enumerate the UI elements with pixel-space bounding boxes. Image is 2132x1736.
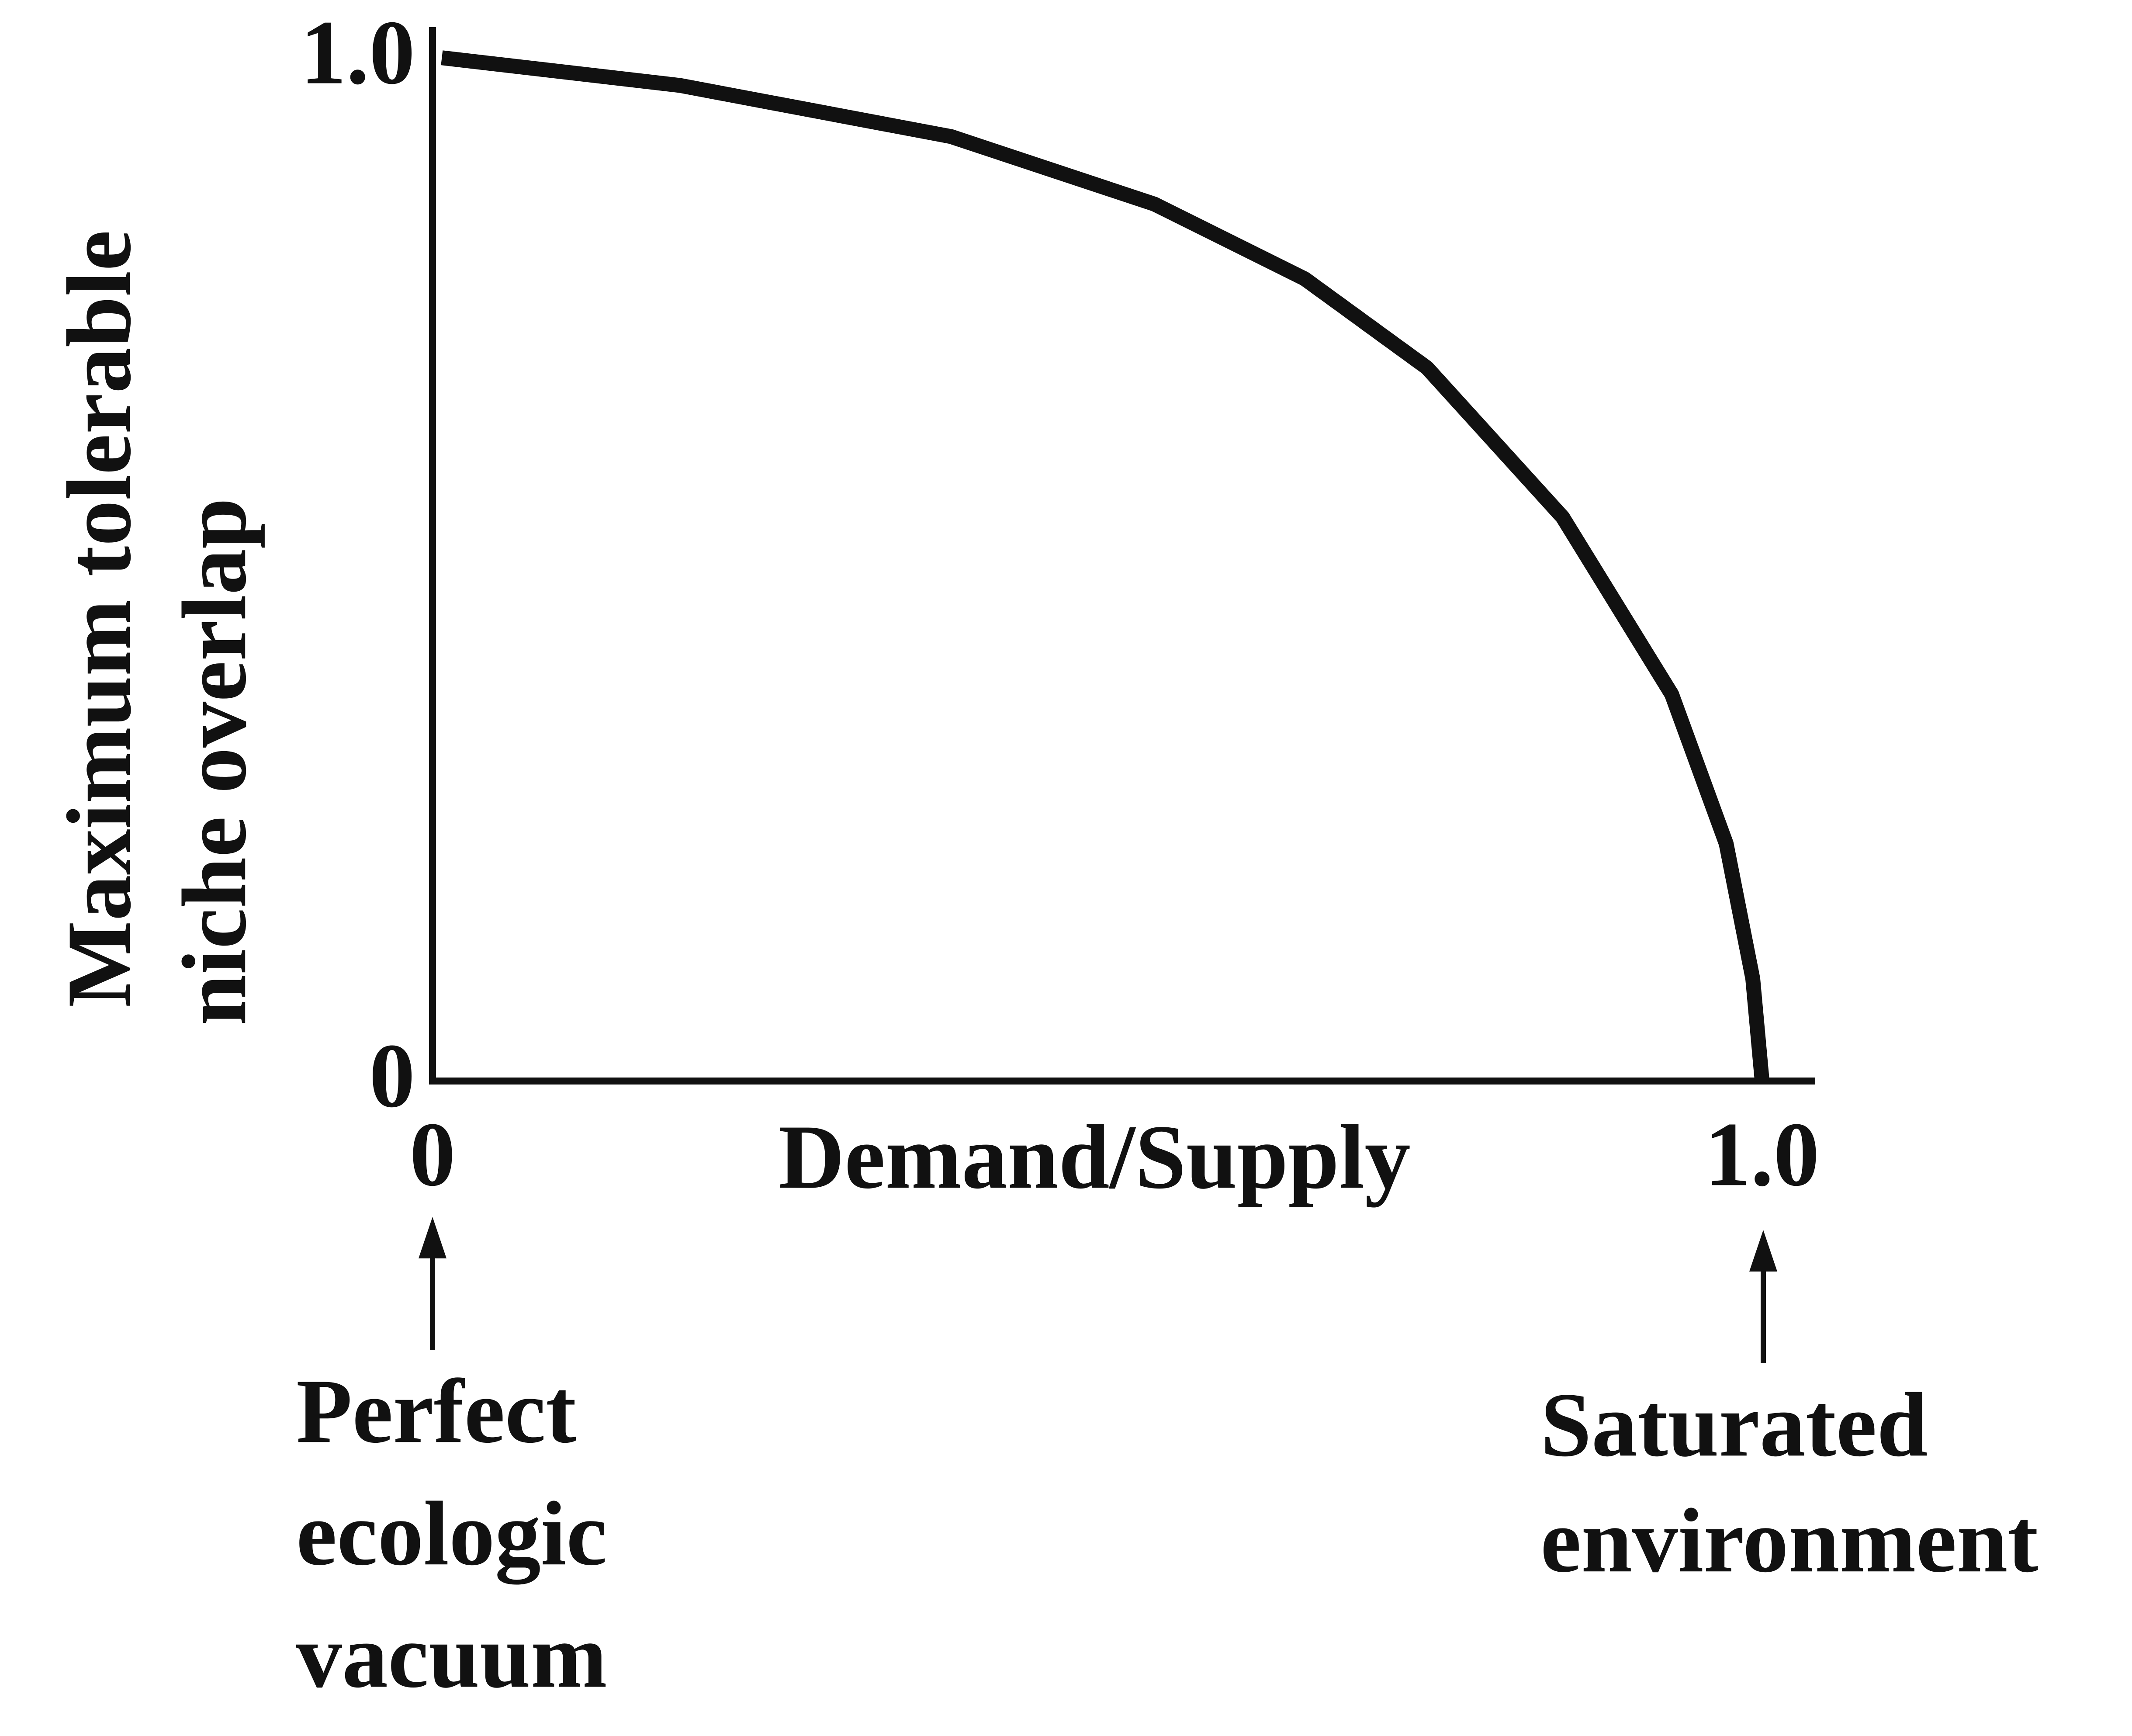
x-axis-label: Demand/Supply: [778, 1106, 1410, 1208]
y-tick-label: 0: [369, 1025, 415, 1126]
annotation: environment: [1540, 1490, 2038, 1591]
x-tick-label: 0: [410, 1104, 456, 1205]
arrow: [419, 1217, 1777, 1363]
annotation: vacuum: [296, 1605, 607, 1707]
data-line: [441, 50, 1770, 1082]
annotation: ecologic: [296, 1483, 607, 1584]
annotation: Saturated: [1540, 1374, 1928, 1476]
annotation: Perfect: [296, 1361, 576, 1462]
y-axis-label: niche overlap: [164, 498, 265, 1025]
x-tick-label: 1.0: [1705, 1104, 1820, 1205]
y-tick-label: 1.0: [301, 2, 415, 103]
y-axis-label: Maximum tolerable: [48, 230, 150, 1008]
